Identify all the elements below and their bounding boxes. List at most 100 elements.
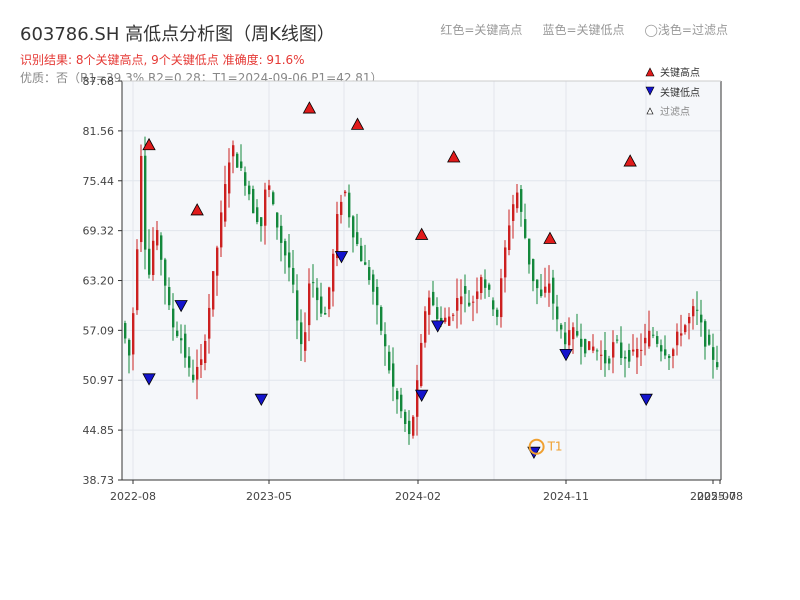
candle-body [588, 341, 591, 350]
legend-low-swatch [645, 86, 655, 96]
candle-body [140, 155, 143, 243]
candle-body [292, 268, 295, 285]
candle-body [272, 192, 275, 205]
candle-body [216, 247, 219, 276]
candle-body [472, 301, 475, 303]
candle-body [284, 241, 287, 256]
key-low-marker [431, 320, 445, 333]
legend-filtered-swatch [646, 107, 654, 115]
x-tick-label: 2024-02 [395, 490, 441, 503]
candle-body [536, 279, 539, 289]
y-tick-label: 81.56 [83, 125, 115, 138]
candle-body [476, 291, 479, 299]
candle-body [256, 207, 259, 223]
candle-body [152, 240, 155, 276]
key-high-marker [414, 227, 429, 240]
candle-body [164, 259, 167, 286]
candle-body [160, 235, 163, 260]
candle-body [240, 161, 243, 169]
candle-body [660, 345, 663, 352]
candle-body [136, 249, 139, 311]
candle-body [180, 338, 183, 341]
candle-body [132, 313, 135, 355]
candle-body [576, 331, 579, 336]
y-tick-label: 69.32 [83, 225, 115, 238]
candle-body [676, 331, 679, 346]
candle-body [196, 366, 199, 380]
candle-body [432, 291, 435, 306]
key-high-marker [623, 154, 637, 167]
candle-body [300, 322, 303, 345]
candle-body [584, 338, 587, 354]
x-tick-label: 2023-05 [246, 490, 292, 503]
candle-body [380, 307, 383, 331]
legend-low-label: 关键低点 [660, 86, 700, 99]
y-tick-label: 75.44 [83, 175, 115, 188]
candle-body [244, 172, 247, 186]
candle-body [336, 214, 339, 259]
candle-body [556, 306, 559, 320]
legend-high-label: 关键高点 [660, 66, 700, 79]
candle-body [252, 188, 255, 214]
y-tick-label: 57.09 [83, 324, 115, 337]
key-high-marker [350, 117, 365, 130]
candle-body [388, 351, 391, 371]
candle-body [304, 332, 307, 351]
candle-body [260, 217, 263, 227]
candle-body [684, 325, 687, 333]
candle-body [532, 259, 535, 282]
candle-body [708, 334, 711, 345]
candle-body [604, 350, 607, 364]
candle-body [296, 290, 299, 321]
candle-body [416, 380, 419, 417]
candle-body [404, 411, 407, 424]
candle-body [276, 212, 279, 228]
key-low-marker [174, 300, 188, 313]
candle-body [456, 298, 459, 311]
x-tick-label: 2024-11 [543, 490, 589, 503]
candle-body [528, 238, 531, 265]
candle-body [564, 332, 567, 345]
candle-body [644, 337, 647, 344]
candle-body [496, 309, 499, 317]
candle-body [460, 296, 463, 305]
color-key: 红色=关键高点 蓝色=关键低点 ◯浅色=过滤点 [440, 21, 728, 38]
candle-body [608, 358, 611, 364]
legend-filtered-label: 过滤点 [660, 105, 690, 118]
candle-body [632, 349, 635, 352]
candle-body [704, 321, 707, 347]
candle-body [464, 286, 467, 294]
candle-body [492, 300, 495, 310]
candle-body [468, 302, 471, 306]
candle-body [552, 277, 555, 304]
candle-body [436, 307, 439, 319]
candle-body [192, 374, 195, 380]
candle-body [688, 316, 691, 324]
legend-high-swatch [645, 67, 655, 77]
candle-body [444, 317, 447, 322]
candle-body [168, 286, 171, 306]
key-low-marker [254, 393, 268, 407]
candle-body [540, 289, 543, 297]
candle-body [648, 330, 651, 347]
y-tick-label: 87.68 [83, 75, 115, 88]
candle-body [268, 185, 271, 190]
candle-body [320, 296, 323, 314]
candle-body [452, 314, 455, 316]
candle-body [384, 334, 387, 347]
candle-body [656, 336, 659, 344]
candle-body [236, 153, 239, 168]
candle-body [188, 356, 191, 368]
candle-body [544, 286, 547, 293]
candle-body [680, 333, 683, 336]
candle-body [324, 313, 327, 315]
x-tick-label: 2025-08 [697, 490, 743, 503]
x-tick-label: 2022-08 [110, 490, 156, 503]
candle-body [360, 245, 363, 262]
candle-body [420, 342, 423, 387]
candle-body [560, 324, 563, 330]
candle-body [568, 330, 571, 346]
key-high-marker [447, 150, 461, 163]
candle-body [340, 201, 343, 215]
candle-body [288, 252, 291, 268]
